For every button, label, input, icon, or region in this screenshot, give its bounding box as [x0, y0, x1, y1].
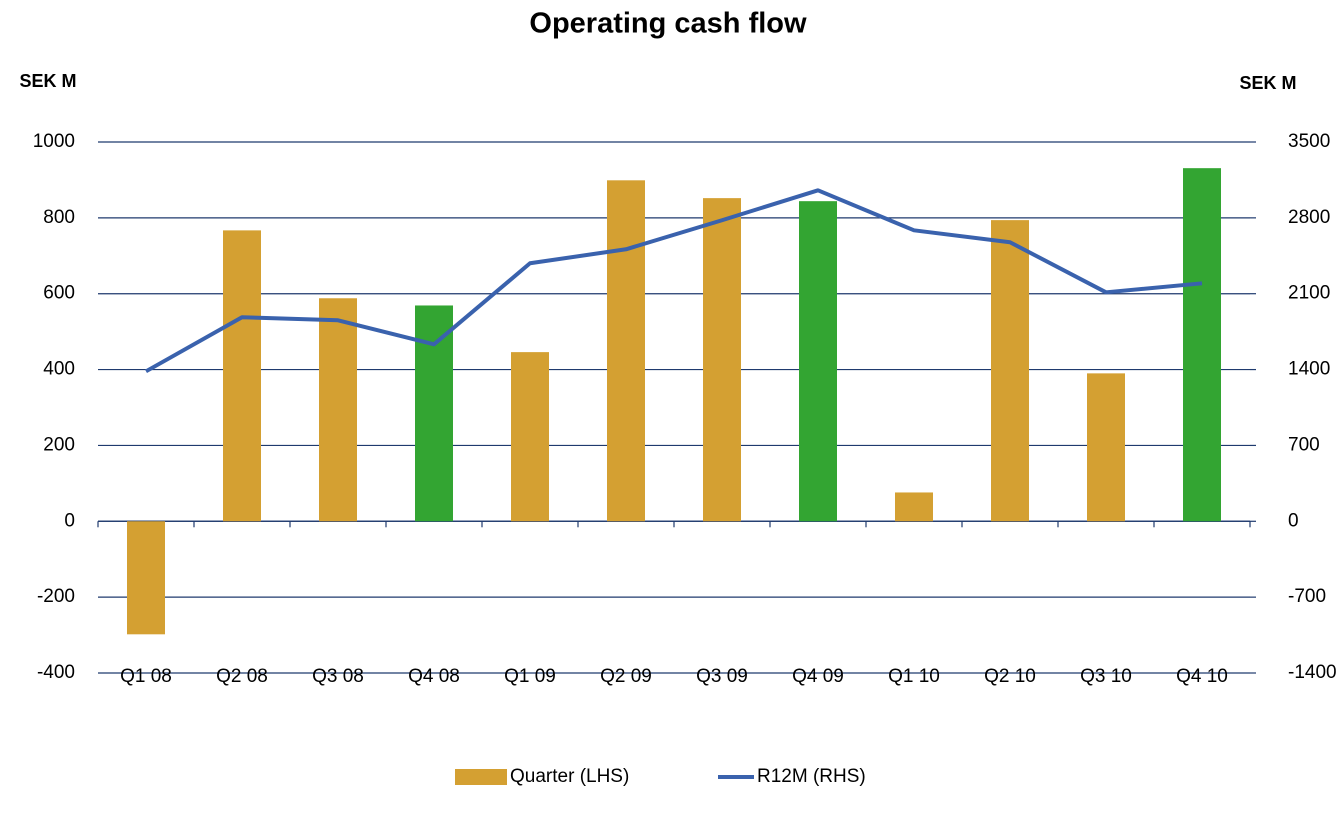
- bar: [799, 201, 837, 522]
- x-tick-label: Q2 10: [984, 666, 1036, 687]
- y-tick-label: -400: [37, 662, 75, 683]
- y2-tick-label: 1400: [1288, 359, 1330, 380]
- x-tick-label: Q3 09: [696, 666, 748, 687]
- x-tick-label: Q3 10: [1080, 666, 1132, 687]
- y-tick-label: 600: [43, 283, 75, 304]
- y-tick-label: 800: [43, 207, 75, 228]
- x-tick-label: Q4 08: [408, 666, 460, 687]
- y2-tick-label: 3500: [1288, 131, 1330, 152]
- bar: [703, 198, 741, 522]
- bar: [319, 298, 357, 522]
- chart-title: Operating cash flow: [529, 8, 807, 40]
- x-tick-label: Q1 10: [888, 666, 940, 687]
- bar: [223, 230, 261, 522]
- y2-tick-label: 2100: [1288, 283, 1330, 304]
- x-tick-label: Q4 09: [792, 666, 844, 687]
- y-axis-label: SEK M: [19, 71, 76, 91]
- y-tick-label: -200: [37, 586, 75, 607]
- bar: [1087, 373, 1125, 522]
- y2-tick-label: 0: [1288, 510, 1299, 531]
- x-tick-label: Q1 08: [120, 666, 172, 687]
- y-tick-label: 200: [43, 434, 75, 455]
- y-tick-label: 400: [43, 359, 75, 380]
- x-tick-label: Q2 08: [216, 666, 268, 687]
- y-tick-label: 0: [64, 510, 75, 531]
- bar: [607, 180, 645, 522]
- y2-tick-label: -1400: [1288, 662, 1337, 683]
- bar: [127, 521, 165, 635]
- bar: [1183, 168, 1221, 522]
- y2-tick-label: 700: [1288, 434, 1320, 455]
- x-tick-label: Q3 08: [312, 666, 364, 687]
- x-tick-label: Q4 10: [1176, 666, 1228, 687]
- legend-label: Quarter (LHS): [510, 766, 629, 787]
- bar: [511, 352, 549, 522]
- legend-swatch: [455, 769, 507, 785]
- bar: [991, 220, 1029, 522]
- bar: [415, 305, 453, 522]
- line: [145, 188, 1203, 374]
- legend-label: R12M (RHS): [757, 766, 866, 787]
- y2-axis-label: SEK M: [1239, 73, 1296, 93]
- x-tick-label: Q2 09: [600, 666, 652, 687]
- y2-tick-label: 2800: [1288, 207, 1330, 228]
- y2-tick-label: -700: [1288, 586, 1326, 607]
- bar: [895, 492, 933, 522]
- y-tick-label: 1000: [33, 131, 75, 152]
- x-tick-label: Q1 09: [504, 666, 556, 687]
